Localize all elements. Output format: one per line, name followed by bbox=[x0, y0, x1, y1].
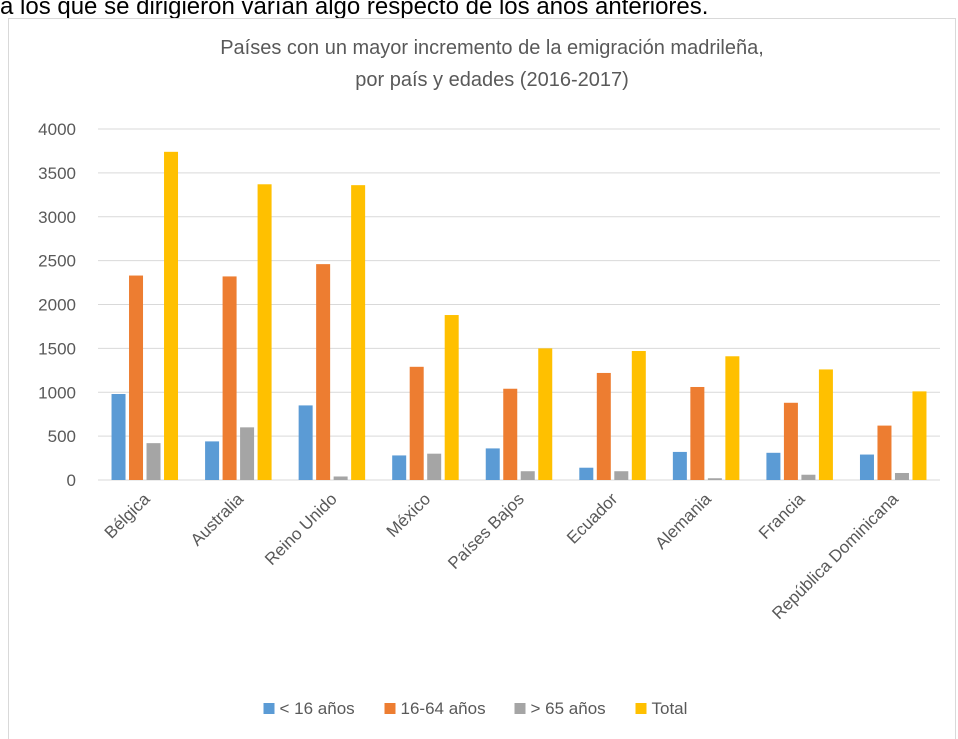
bar bbox=[146, 443, 161, 480]
y-tick-label: 1500 bbox=[38, 339, 76, 358]
bar bbox=[316, 264, 331, 480]
bar bbox=[801, 474, 816, 480]
bar bbox=[614, 471, 629, 480]
bar bbox=[766, 452, 781, 480]
y-tick-label: 4000 bbox=[38, 120, 76, 139]
bar bbox=[409, 366, 424, 480]
bar bbox=[298, 405, 313, 480]
bar bbox=[912, 391, 927, 480]
bar bbox=[859, 454, 874, 480]
bar bbox=[485, 448, 500, 480]
bar bbox=[725, 356, 740, 480]
chart-title: Países con un mayor incremento de la emi… bbox=[220, 37, 764, 59]
chart-frame bbox=[8, 18, 956, 739]
bar bbox=[894, 472, 909, 480]
bar bbox=[503, 388, 518, 480]
bar bbox=[520, 471, 535, 480]
y-tick-label: 3500 bbox=[38, 164, 76, 183]
bar bbox=[596, 372, 611, 480]
y-tick-label: 2000 bbox=[38, 296, 76, 315]
bar bbox=[205, 441, 220, 480]
bar bbox=[257, 184, 272, 480]
bar bbox=[690, 386, 705, 480]
bar bbox=[631, 351, 646, 480]
bar bbox=[783, 402, 798, 480]
bar bbox=[111, 394, 126, 480]
bar bbox=[579, 467, 594, 480]
bar bbox=[164, 151, 179, 480]
bar bbox=[707, 478, 722, 480]
bar bbox=[351, 185, 366, 480]
bar bbox=[877, 425, 892, 480]
bar bbox=[240, 427, 255, 480]
y-tick-label: 3000 bbox=[38, 208, 76, 227]
y-tick-label: 0 bbox=[67, 471, 76, 490]
legend-label: Total bbox=[652, 699, 688, 718]
document-text: a los que se dirigieron varían algo resp… bbox=[0, 0, 708, 20]
legend-label: 16-64 años bbox=[401, 699, 486, 718]
legend-swatch bbox=[635, 703, 647, 714]
bar bbox=[672, 451, 687, 480]
bar bbox=[392, 455, 407, 480]
bar bbox=[333, 476, 348, 480]
y-tick-label: 1000 bbox=[38, 383, 76, 402]
bar bbox=[444, 315, 459, 480]
y-tick-label: 500 bbox=[48, 427, 76, 446]
y-tick-label: 2500 bbox=[38, 252, 76, 271]
bar bbox=[538, 348, 553, 480]
legend-swatch bbox=[263, 703, 275, 714]
legend-label: > 65 años bbox=[531, 699, 606, 718]
chart-title: por país y edades (2016-2017) bbox=[355, 69, 629, 91]
legend-swatch bbox=[384, 703, 396, 714]
bar bbox=[222, 276, 237, 480]
legend-swatch bbox=[514, 703, 526, 714]
legend-label: < 16 años bbox=[280, 699, 355, 718]
bar bbox=[129, 275, 144, 480]
bar bbox=[818, 369, 833, 480]
bar bbox=[427, 453, 442, 480]
